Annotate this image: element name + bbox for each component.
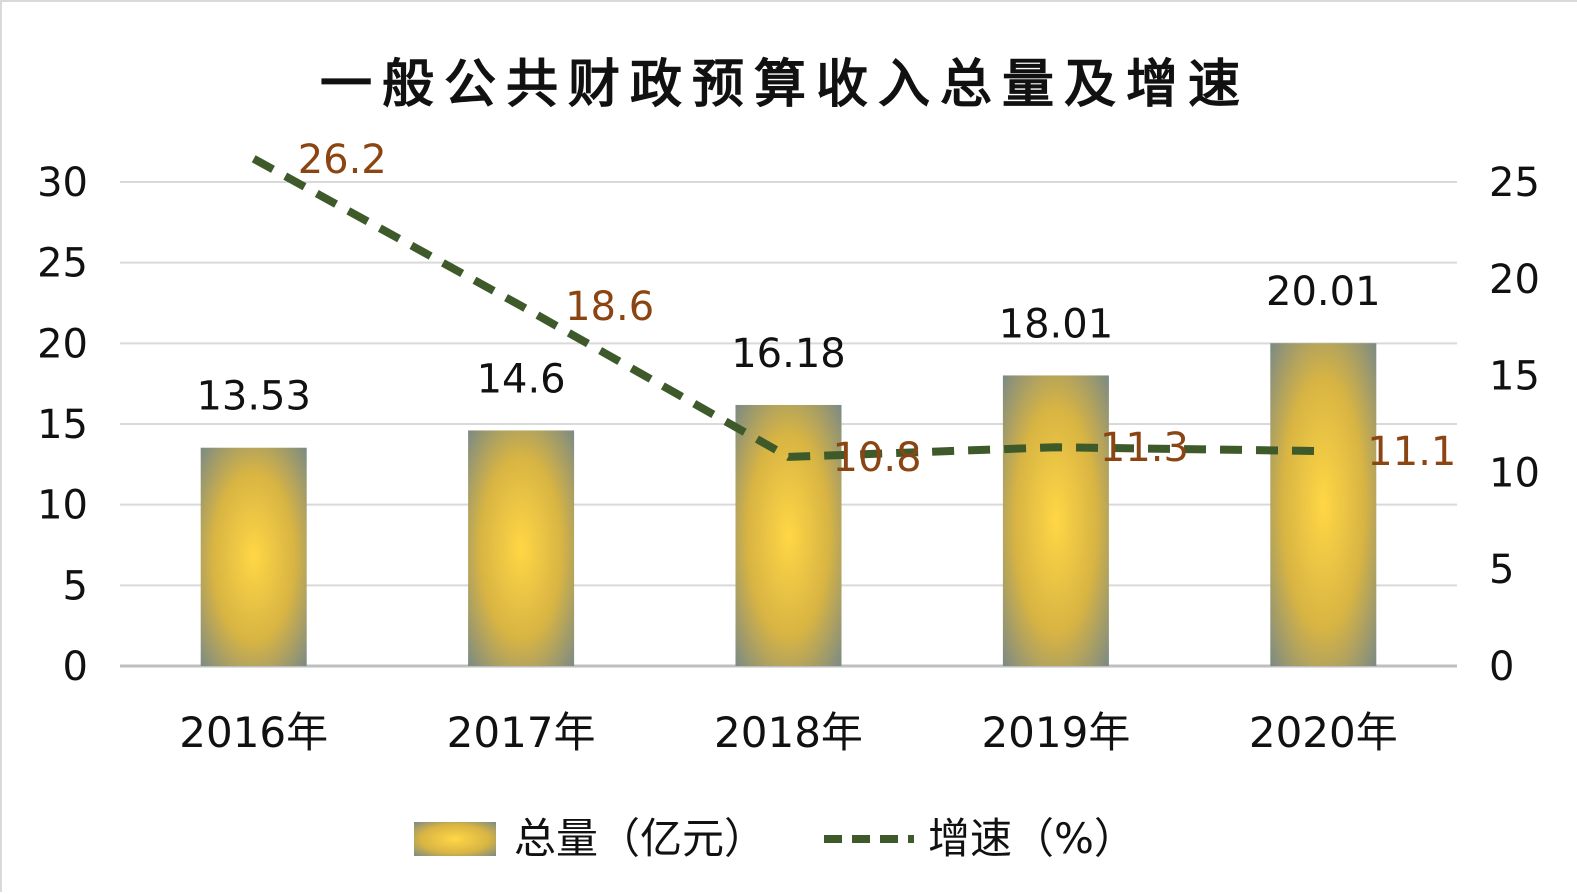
right-tick-label: 25	[1489, 160, 1540, 206]
growth-value-label: 26.2	[298, 137, 387, 183]
left-tick-label: 25	[37, 241, 88, 287]
x-axis: 2016年 2017年 2018年 2019年 2020年	[179, 708, 1397, 757]
left-tick-label: 30	[37, 160, 88, 206]
bar-value-label: 18.01	[999, 301, 1114, 347]
bar	[736, 405, 842, 666]
growth-value-label: 11.3	[1100, 425, 1189, 471]
bar-value-label: 14.6	[477, 356, 566, 402]
left-tick-label: 15	[37, 402, 88, 448]
bar	[1270, 343, 1376, 666]
growth-value-label: 11.1	[1367, 429, 1456, 475]
x-category-label: 2020年	[1249, 708, 1398, 757]
chart-title: 一般公共财政预算收入总量及增速	[320, 55, 1250, 115]
right-tick-label: 15	[1489, 354, 1540, 400]
right-axis: 0 5 10 15 20 25	[1489, 160, 1540, 690]
x-category-label: 2017年	[447, 708, 596, 757]
left-axis: 0 5 10 15 20 25 30	[37, 160, 88, 690]
left-tick-label: 0	[63, 644, 88, 690]
x-category-label: 2019年	[981, 708, 1130, 757]
bar	[201, 448, 307, 666]
legend-swatch-bars	[414, 822, 496, 856]
right-tick-label: 10	[1489, 450, 1540, 496]
right-tick-label: 0	[1489, 644, 1514, 690]
bar-value-label: 16.18	[731, 331, 846, 377]
bar	[468, 430, 574, 666]
left-tick-label: 10	[37, 483, 88, 529]
right-tick-label: 20	[1489, 257, 1540, 303]
legend-label-bars: 总量（亿元）	[514, 814, 766, 863]
bar-value-label: 13.53	[196, 374, 311, 420]
left-tick-label: 5	[63, 563, 88, 609]
growth-value-label: 18.6	[565, 284, 654, 330]
growth-value-label: 10.8	[833, 435, 922, 481]
bar	[1003, 375, 1109, 666]
legend: 总量（亿元） 增速（%）	[414, 814, 1136, 863]
legend-label-line: 增速（%）	[928, 814, 1136, 863]
x-category-label: 2016年	[179, 708, 328, 757]
left-tick-label: 20	[37, 321, 88, 367]
bar-value-label: 20.01	[1266, 269, 1381, 315]
x-category-label: 2018年	[714, 708, 863, 757]
right-tick-label: 5	[1489, 547, 1514, 593]
